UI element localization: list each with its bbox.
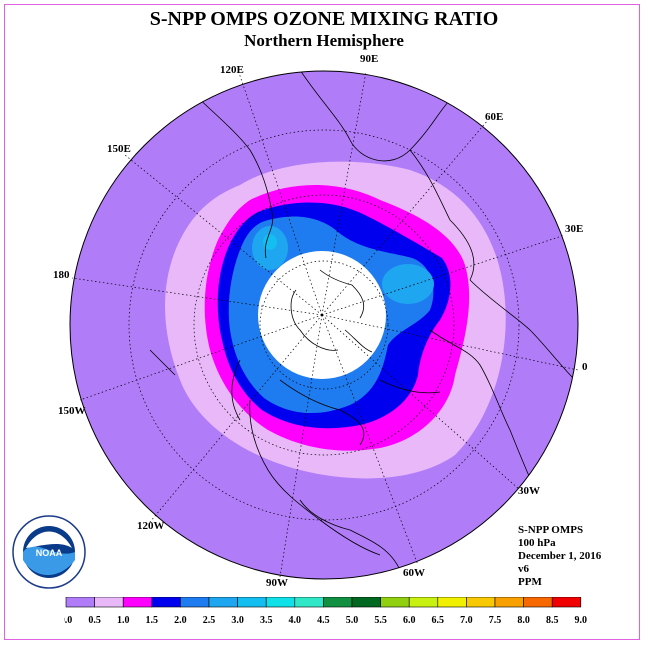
info-instrument: S-NPP OMPS (518, 524, 584, 536)
plot-frame (4, 4, 640, 640)
legend-swatch-15 (494, 597, 524, 608)
noaa-logo: NOAA (12, 515, 86, 589)
legend-swatch-4 (180, 597, 210, 608)
map-info-block: S-NPP OMPS 100 hPa December 1, 2016 v6 P… (518, 524, 601, 589)
lon-label-120E: 120E (220, 64, 244, 76)
legend-tick-label: 0.5 (88, 615, 101, 626)
contour-3.0-3.5 (263, 234, 277, 250)
lon-label-90E: 90E (360, 53, 378, 65)
lon-label-120W: 120W (137, 520, 165, 532)
legend-tick-label: 2.0 (174, 615, 187, 626)
legend-tick-label: 3.0 (231, 615, 244, 626)
legend-swatch-7 (265, 597, 296, 608)
legend-swatch-16 (523, 597, 553, 608)
info-date: December 1, 2016 (518, 550, 602, 562)
legend-swatch-2 (122, 597, 153, 608)
legend-swatch-1 (94, 597, 124, 608)
legend-tick-label: 5.5 (374, 615, 387, 626)
lon-label-0: 0 (582, 361, 588, 373)
map-title: S-NPP OMPS OZONE MIXING RATIO (149, 8, 499, 30)
legend-swatch-10 (351, 597, 381, 608)
color-legend: 0.0 0.5 1.0 1.5 2.0 2.5 3.0 3.5 4.0 4.5 5.0 5.5 6.0 6… (64, 597, 588, 626)
lon-label-60W: 60W (403, 567, 425, 579)
lon-label-150E: 150E (107, 143, 131, 155)
legend-tick-label: 8.5 (546, 615, 559, 626)
graticule (71, 69, 579, 578)
info-pressure-level: 100 hPa (518, 537, 556, 549)
lon-label-180: 180 (53, 269, 70, 281)
legend-tick-label: 7.5 (489, 615, 502, 626)
legend-swatch-0 (65, 597, 95, 608)
noaa-logo-text: NOAA (36, 548, 63, 558)
legend-tick-label: 0.0 (64, 615, 72, 626)
legend-tick-label: 2.5 (203, 615, 216, 626)
lon-label-30W: 30W (518, 485, 540, 497)
legend-swatch-3 (151, 597, 181, 608)
info-units: PPM (518, 576, 542, 588)
legend-tick-label: 6.5 (432, 615, 445, 626)
legend-swatch-12 (408, 597, 439, 608)
legend-tick-label: 8.0 (517, 615, 530, 626)
contour-2.5-3.0-east (382, 264, 434, 304)
legend-swatch-5 (208, 597, 238, 608)
info-version: v6 (518, 563, 529, 575)
legend-swatch-13 (437, 597, 467, 608)
lon-label-90W: 90W (266, 577, 288, 589)
legend-tick-label: 1.5 (146, 615, 159, 626)
legend-swatch-9 (323, 597, 353, 608)
legend-swatch-14 (466, 597, 496, 608)
legend-swatch-8 (294, 597, 324, 608)
lon-label-60E: 60E (485, 111, 503, 123)
legend-tick-label: 4.5 (317, 615, 330, 626)
lon-label-30E: 30E (565, 223, 583, 235)
legend-tick-label: 3.5 (260, 615, 273, 626)
coastlines (149, 71, 576, 571)
legend-tick-label: 4.0 (289, 615, 302, 626)
legend-tick-label: 6.0 (403, 615, 416, 626)
legend-swatch-17 (551, 597, 582, 608)
lon-label-150W: 150W (58, 405, 86, 417)
legend-tick-label: 7.0 (460, 615, 473, 626)
legend-swatch-11 (380, 597, 410, 608)
legend-tick-label: 1.0 (117, 615, 130, 626)
legend-swatch-6 (237, 597, 267, 608)
legend-tick-label: 5.0 (346, 615, 359, 626)
legend-tick-label: 9.0 (575, 615, 588, 626)
map-subtitle: Northern Hemisphere (244, 31, 404, 50)
